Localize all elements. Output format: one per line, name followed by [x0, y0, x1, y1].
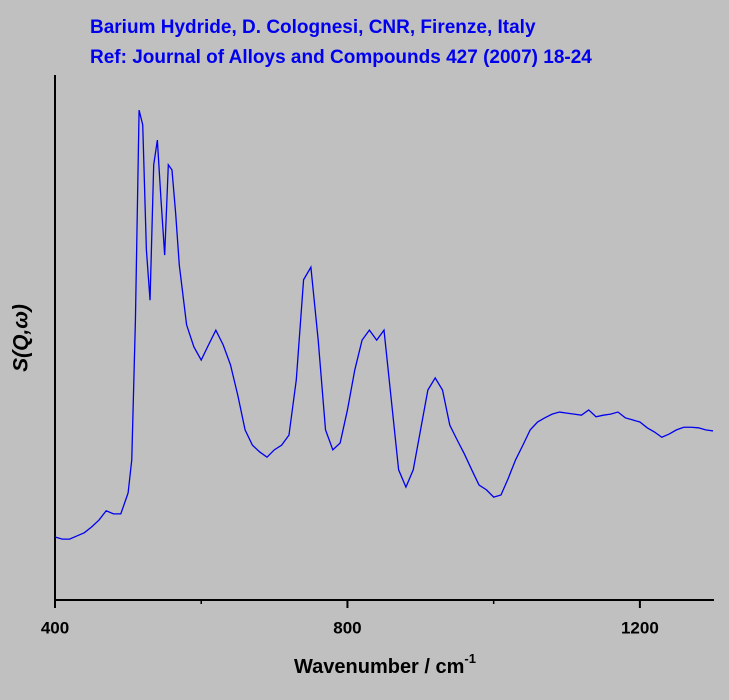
x-axis-label-sup: -1: [464, 651, 476, 666]
x-axis-label: Wavenumber / cm-1: [294, 651, 476, 678]
chart-subtitle: Ref: Journal of Alloys and Compounds 427…: [90, 47, 592, 68]
y-axis-label: S(Q,ω): [10, 304, 33, 372]
chart-title: Barium Hydride, D. Colognesi, CNR, Firen…: [90, 17, 536, 38]
x-axis-label-main: Wavenumber / cm: [294, 656, 464, 678]
spectrum-line: [54, 110, 714, 540]
x-tick-label: 1200: [621, 618, 659, 637]
x-tick-label: 400: [41, 618, 69, 637]
x-tick-label: 800: [333, 618, 361, 637]
